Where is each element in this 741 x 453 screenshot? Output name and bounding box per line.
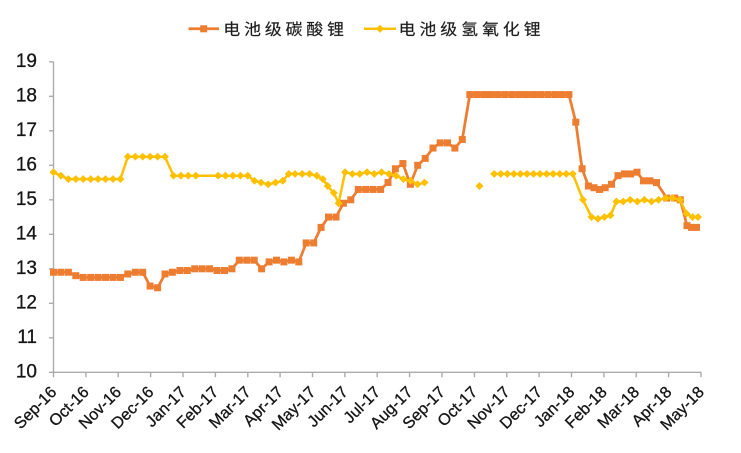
svg-text:16: 16 <box>16 155 37 176</box>
svg-text:10: 10 <box>16 362 37 383</box>
svg-text:12: 12 <box>16 293 37 314</box>
svg-text:13: 13 <box>16 258 37 279</box>
svg-text:14: 14 <box>16 224 38 245</box>
svg-text:11: 11 <box>17 327 37 348</box>
svg-text:19: 19 <box>16 51 37 72</box>
svg-text:17: 17 <box>16 120 37 141</box>
svg-text:18: 18 <box>16 86 37 107</box>
svg-text:15: 15 <box>16 189 37 210</box>
